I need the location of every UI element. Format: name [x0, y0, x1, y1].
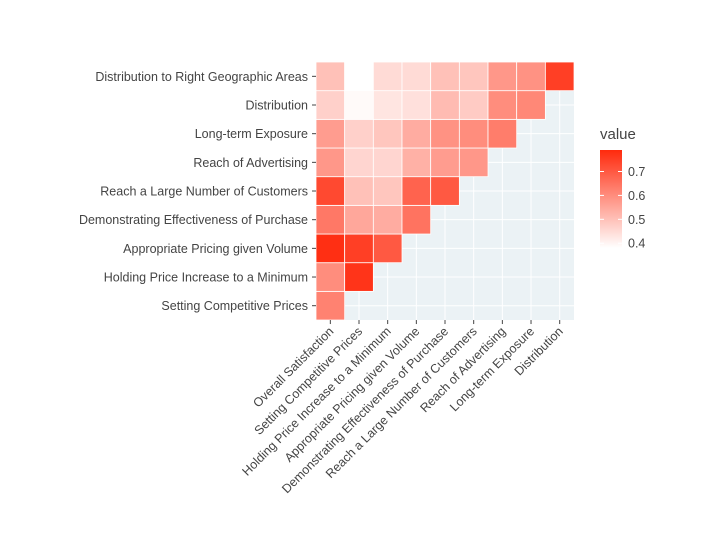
- heatmap-cell: [372, 147, 403, 178]
- heatmap-cell: [401, 204, 432, 235]
- heatmap-cell: [401, 61, 432, 92]
- heatmap-cell: [430, 118, 460, 149]
- y-tick-label: Reach of Advertising: [193, 156, 308, 170]
- heatmap-cell: [344, 233, 374, 264]
- heatmap-cell: [315, 61, 346, 92]
- heatmap-cell: [487, 61, 518, 92]
- heatmap-cell: [344, 262, 374, 292]
- heatmap-cell: [458, 61, 489, 92]
- y-tick-label: Long-term Exposure: [195, 127, 308, 141]
- y-tick-label: Holding Price Increase to a Minimum: [104, 271, 308, 285]
- heatmap-cell: [344, 204, 374, 235]
- heatmap-cell: [401, 176, 432, 206]
- heatmap-cell: [372, 176, 403, 206]
- legend-tick-label: 0.6: [628, 189, 645, 203]
- heatmap-cell: [401, 90, 432, 120]
- heatmap-cell: [516, 61, 546, 92]
- y-tick-label: Reach a Large Number of Customers: [100, 185, 308, 199]
- heatmap-cell: [315, 90, 346, 120]
- heatmap-cell: [372, 118, 403, 149]
- heatmap-cell: [344, 61, 374, 92]
- heatmap-cell: [315, 118, 346, 149]
- y-tick-label: Demonstrating Effectiveness of Purchase: [79, 213, 308, 227]
- heatmap-cell: [516, 90, 546, 120]
- heatmap-cell: [315, 262, 346, 292]
- heatmap-cell: [372, 61, 403, 92]
- heatmap-cell: [401, 147, 432, 178]
- heatmap-cell: [344, 90, 374, 120]
- legend-tick-label: 0.7: [628, 165, 645, 179]
- legend-tick-label: 0.4: [628, 237, 645, 251]
- heatmap-cell: [544, 61, 575, 92]
- y-tick-label: Distribution to Right Geographic Areas: [95, 70, 308, 84]
- heatmap-cell: [458, 118, 489, 149]
- heatmap-cell: [344, 176, 374, 206]
- heatmap-cell: [487, 90, 518, 120]
- heatmap-cell: [430, 147, 460, 178]
- heatmap-cell: [315, 233, 346, 264]
- heatmap-cell: [430, 61, 460, 92]
- legend-colorbar: [600, 150, 622, 248]
- legend-tick-label: 0.5: [628, 213, 645, 227]
- y-tick-label: Setting Competitive Prices: [161, 299, 308, 313]
- heatmap-cell: [372, 204, 403, 235]
- heatmap-cells: [315, 61, 575, 321]
- heatmap-cell: [315, 147, 346, 178]
- heatmap-cell: [430, 176, 460, 206]
- heatmap-cell: [315, 176, 346, 206]
- heatmap-cell: [344, 118, 374, 149]
- heatmap-cell: [487, 118, 518, 149]
- y-tick-label: Appropriate Pricing given Volume: [123, 242, 308, 256]
- heatmap-cell: [344, 147, 374, 178]
- heatmap-cell: [315, 204, 346, 235]
- heatmap-cell: [372, 233, 403, 264]
- y-tick-label: Distribution: [245, 99, 308, 113]
- y-axis: Setting Competitive Prices Holding Price …: [79, 70, 316, 313]
- heatmap-cell: [372, 90, 403, 120]
- heatmap-cell: [458, 147, 489, 178]
- legend: value 0.4 0.5 0.6 0.7: [600, 126, 645, 251]
- heatmap-cell: [315, 290, 346, 321]
- legend-title: value: [600, 126, 636, 143]
- heatmap-cell: [458, 90, 489, 120]
- heatmap-cell: [401, 118, 432, 149]
- heatmap-cell: [430, 90, 460, 120]
